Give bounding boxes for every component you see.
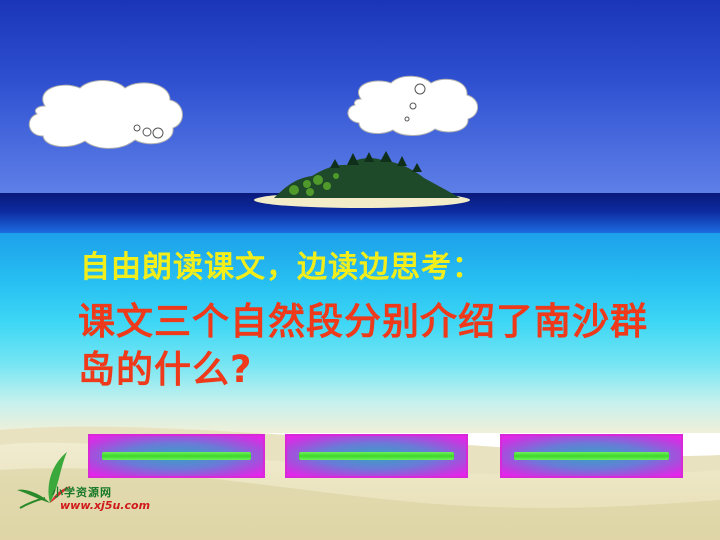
answer-button-1[interactable]: [88, 434, 265, 478]
island-icon: [254, 151, 470, 208]
answer-button-3[interactable]: [500, 434, 683, 478]
instruction-prompt: 自由朗读课文，边读边思考：: [80, 250, 483, 285]
question-text: 课文三个自然段分别介绍了南沙群岛的什么?: [78, 300, 648, 391]
answer-blank-bar: [102, 452, 251, 460]
logo-leaf-icon: [17, 452, 71, 509]
cloud-icon: [28, 80, 183, 149]
answer-button-2[interactable]: [285, 434, 468, 478]
logo-name: 小学资源网: [52, 486, 112, 499]
answer-blank-bar: [299, 452, 454, 460]
cloud-icon: [347, 75, 478, 136]
logo-url[interactable]: www.xj5u.com: [60, 499, 151, 512]
sea-background: [0, 233, 720, 433]
answer-blank-bar: [514, 452, 669, 460]
